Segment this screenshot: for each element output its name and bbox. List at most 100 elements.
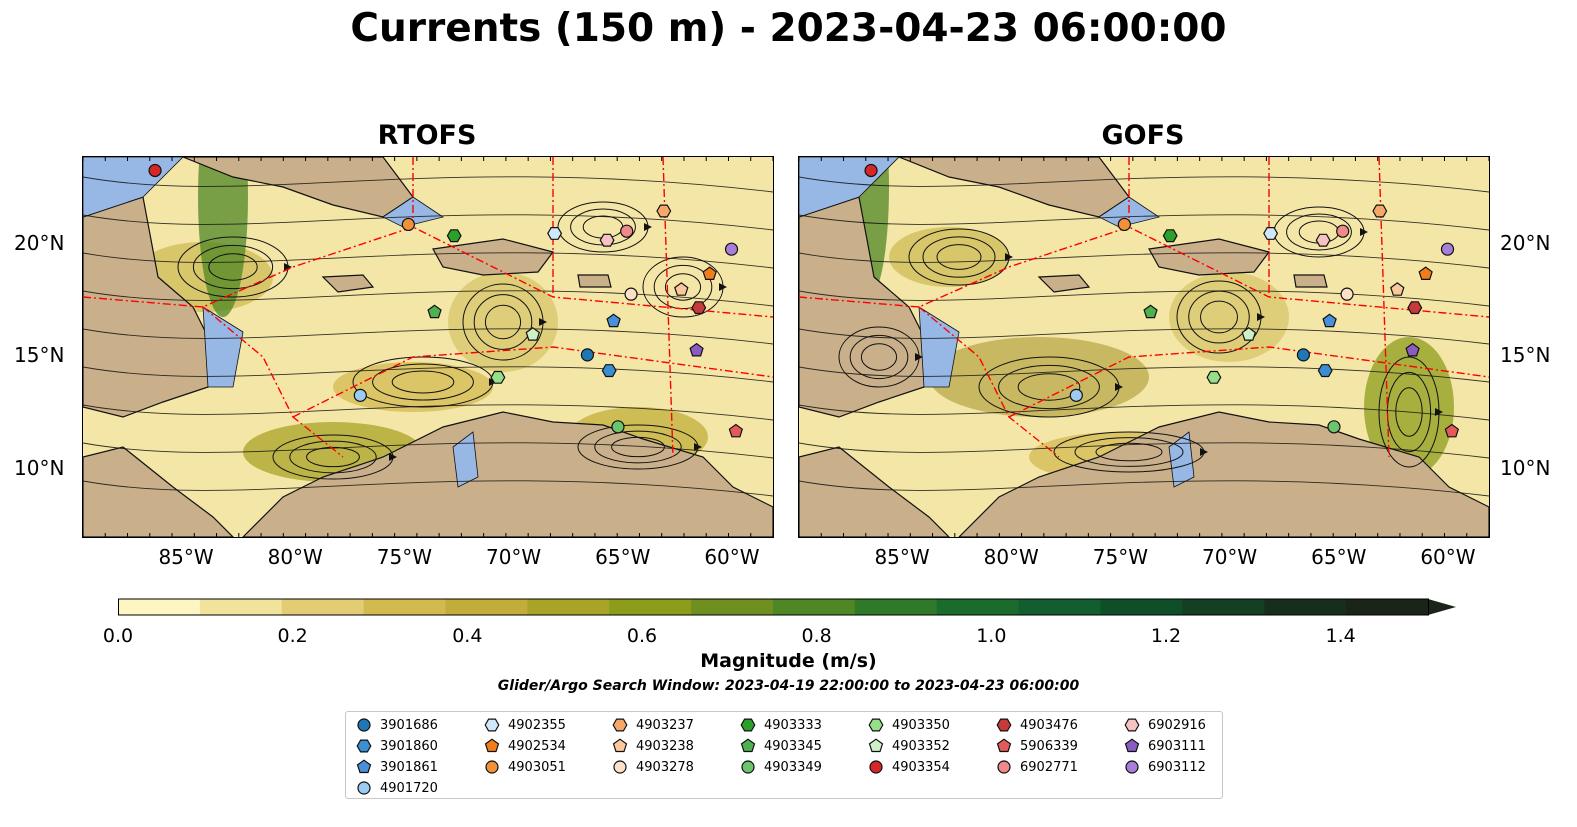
legend-label: 3901861 (380, 759, 438, 775)
legend-label: 5906339 (1020, 738, 1078, 754)
lon-tick-label: 80°W (267, 545, 323, 569)
legend-marker-4903051 (485, 760, 499, 774)
streamline (664, 273, 702, 301)
legend-label: 4903051 (508, 759, 566, 775)
float-marker-6902771 (1336, 224, 1350, 238)
streamline (1286, 213, 1352, 251)
legend-label: 4903237 (636, 717, 694, 733)
map-rtofs[interactable] (82, 156, 774, 538)
streamline-arrow (1435, 408, 1443, 416)
float-marker-4903354 (864, 163, 878, 178)
float-marker-5906339 (1444, 423, 1460, 438)
streamline-arrow (284, 263, 292, 271)
streamline (611, 436, 665, 458)
legend-entry-4902534: 4902534 (484, 737, 566, 755)
legend-label: 4903476 (1020, 717, 1078, 733)
legend-marker-3901861 (356, 759, 372, 774)
shallow-water (452, 431, 479, 488)
float-marker-6903111 (689, 342, 704, 357)
lon-tick-label: 85°W (874, 545, 930, 569)
streamline (83, 366, 773, 383)
legend-label: 6903111 (1148, 738, 1206, 754)
legend-label: 6903112 (1148, 759, 1206, 775)
land-mass (432, 238, 555, 276)
streamline (83, 214, 773, 231)
streamline (799, 480, 1489, 497)
legend-entry-4903051: 4903051 (484, 758, 566, 776)
streamline (849, 334, 909, 380)
streamline (83, 252, 773, 269)
streamline-arrow (1200, 448, 1208, 456)
streamline (192, 244, 274, 290)
legend-marker-6903112 (1125, 760, 1139, 774)
land-mass (577, 274, 612, 288)
legend-entry-4903333: 4903333 (740, 716, 822, 734)
float-marker-4903345 (427, 304, 442, 319)
colorbar-segment (936, 599, 1020, 615)
legend-marker-6903111 (1124, 738, 1140, 753)
panel-title-rtofs: RTOFS (377, 120, 477, 151)
streamline (799, 404, 1489, 421)
land-mass (182, 157, 414, 218)
legend-label: 4902534 (508, 738, 566, 754)
legend-label: 4903238 (636, 738, 694, 754)
legend-label: 4903350 (892, 717, 950, 733)
colorbar-tick-label: 0.0 (102, 625, 134, 647)
streamline (1395, 387, 1423, 437)
lat-tick-label: 20°N (14, 230, 65, 255)
lon-tick-label: 65°W (1311, 545, 1367, 569)
float-marker-6903112 (724, 242, 739, 256)
streamline (799, 176, 1489, 193)
current-core (1169, 272, 1289, 362)
legend-entry-4902355: 4902355 (484, 716, 566, 734)
legend-marker-3901860 (356, 739, 372, 753)
current-core (448, 272, 558, 372)
streamline-arrow (694, 443, 702, 451)
float-marker-4903345 (1143, 304, 1158, 319)
streamline (83, 442, 773, 459)
float-marker-4903237 (1372, 204, 1388, 218)
float-marker-4902534 (1418, 266, 1433, 280)
map-gofs[interactable] (798, 156, 1490, 538)
float-legend: 3901686 3901860 3901861 4901720 4902355 49025… (345, 711, 1223, 799)
land-mass (799, 446, 950, 537)
legend-entry-3901861: 3901861 (356, 758, 438, 776)
float-marker-6902771 (620, 224, 634, 238)
streamline (473, 294, 533, 350)
legend-marker-4902355 (484, 718, 500, 732)
legend-label: 4903354 (892, 759, 950, 775)
current-core (889, 227, 1009, 287)
lon-tick-label: 60°W (1420, 545, 1476, 569)
streamline (799, 252, 1489, 269)
float-marker-4903350 (1206, 370, 1222, 384)
float-marker-3901686 (1296, 348, 1310, 362)
legend-entry-4903238: 4903238 (612, 737, 694, 755)
legend-entry-4903278: 4903278 (612, 758, 694, 776)
shallow-water (202, 306, 244, 388)
legend-entry-3901686: 3901686 (356, 716, 438, 734)
legend-label: 3901686 (380, 717, 438, 733)
streamline (799, 214, 1489, 231)
float-marker-4903354 (148, 163, 162, 178)
lat-tick-label: 10°N (1500, 455, 1551, 480)
legend-entry-4903350: 4903350 (868, 716, 950, 734)
legend-marker-3901686 (357, 718, 371, 732)
colorbar-segment (281, 599, 365, 615)
streamline (83, 176, 773, 193)
streamline (998, 364, 1100, 410)
float-marker-6902916 (1315, 233, 1331, 247)
eez-boundary (83, 226, 773, 318)
land-mass (1293, 274, 1328, 288)
colorbar-tick-label: 1.0 (976, 625, 1007, 647)
float-marker-4903278 (1340, 287, 1354, 301)
float-marker-3901861 (1322, 313, 1337, 328)
streamline-arrow (389, 453, 397, 461)
legend-label: 4901720 (380, 780, 438, 796)
streamline (484, 304, 522, 340)
legend-marker-4903349 (741, 760, 755, 774)
colorbar (118, 596, 1458, 618)
float-marker-4902534 (702, 266, 717, 280)
colorbar-segment (773, 599, 856, 615)
legend-marker-6902916 (1124, 718, 1140, 732)
colorbar-segment (445, 599, 528, 615)
